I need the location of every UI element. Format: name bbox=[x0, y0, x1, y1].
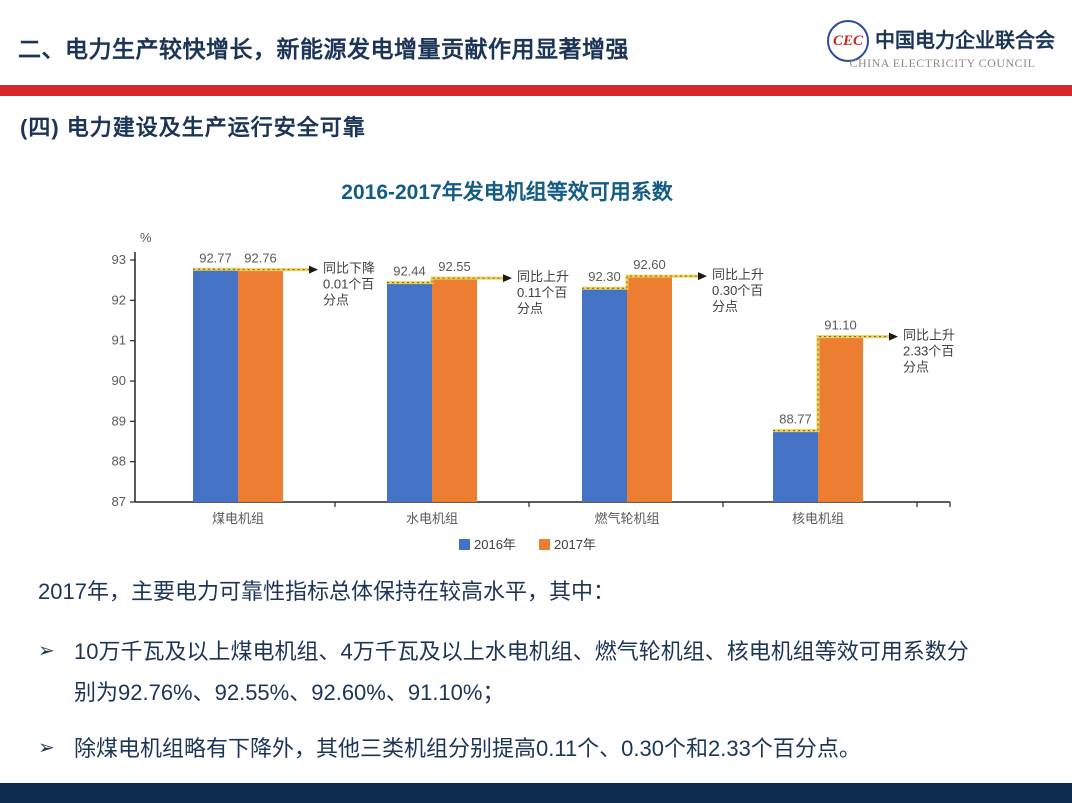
annotation-line: 分点 bbox=[517, 301, 543, 316]
section-title: (四) 电力建设及生产运行安全可靠 bbox=[20, 115, 366, 140]
value-label-2017: 91.10 bbox=[824, 318, 857, 333]
chart-title: 2016-2017年发电机组等效可用系数 bbox=[341, 181, 673, 204]
value-label-2017: 92.76 bbox=[244, 251, 277, 266]
change-connector-dashes bbox=[582, 275, 698, 289]
change-connector bbox=[387, 276, 503, 285]
legend-swatch-2017年 bbox=[539, 539, 550, 550]
connector-arrow-icon bbox=[889, 332, 898, 341]
change-connector-dashes bbox=[773, 336, 889, 432]
bar-2016年-煤电机组 bbox=[193, 269, 238, 502]
y-tick-label: 92 bbox=[112, 292, 126, 307]
annotation-line: 同比上升 bbox=[712, 267, 764, 282]
annotation-line: 同比上升 bbox=[903, 328, 955, 343]
annotation-line: 0.01个百 bbox=[323, 277, 374, 292]
y-tick-label: 88 bbox=[112, 454, 126, 469]
y-tick-label: 87 bbox=[112, 494, 126, 509]
bar-2016年-水电机组 bbox=[387, 282, 432, 502]
bullet-text: 10万千瓦及以上煤电机组、4万千瓦及以上水电机组、燃气轮机组、核电机组等效可用系… bbox=[74, 639, 969, 705]
bar-2017年-核电机组 bbox=[818, 336, 863, 502]
y-axis-unit-label: % bbox=[140, 230, 152, 245]
bullet-arrow-icon: ➢ bbox=[38, 737, 55, 760]
category-label: 煤电机组 bbox=[212, 511, 264, 526]
bullet-arrow-icon: ➢ bbox=[38, 640, 55, 662]
bar-2017年-水电机组 bbox=[432, 278, 477, 502]
annotation-line: 0.11个百 bbox=[517, 285, 567, 300]
bar-2017年-煤电机组 bbox=[238, 269, 283, 502]
value-label-2016: 92.77 bbox=[199, 250, 232, 265]
annotation-line: 分点 bbox=[903, 360, 929, 375]
connector-arrow-icon bbox=[698, 272, 707, 281]
intro-paragraph: 2017年，主要电力可靠性指标总体保持在较高水平，其中： bbox=[38, 579, 615, 604]
bullet-item: ➢ 10万千瓦及以上煤电机组、4万千瓦及以上水电机组、燃气轮机组、核电机组等效可… bbox=[38, 632, 1038, 713]
category-label: 燃气轮机组 bbox=[594, 511, 659, 526]
value-label-2017: 92.55 bbox=[438, 259, 471, 274]
legend-swatch-2016年 bbox=[459, 539, 470, 550]
slide-header: 二、电力生产较快增长，新能源发电增量贡献作用显著增强 CEC 中国电力企业联合会… bbox=[0, 0, 1072, 85]
bar-2017年-燃气轮机组 bbox=[627, 276, 672, 502]
annotation-line: 分点 bbox=[323, 293, 349, 308]
annotation-line: 分点 bbox=[712, 299, 738, 314]
annotation-line: 2.33个百 bbox=[903, 344, 954, 359]
value-label-2016: 92.44 bbox=[393, 264, 426, 279]
connector-arrow-icon bbox=[503, 274, 512, 283]
category-label: 水电机组 bbox=[406, 511, 458, 526]
value-label-2016: 92.30 bbox=[588, 269, 621, 284]
value-label-2017: 92.60 bbox=[633, 257, 666, 272]
bullet-text: 除煤电机组略有下降外，其他三类机组分别提高0.11个、0.30个和2.33个百分… bbox=[74, 736, 861, 762]
body-text: 2017年，主要电力可靠性指标总体保持在较高水平，其中： ➢ 10万千瓦及以上煤… bbox=[38, 574, 1038, 786]
slide-title: 二、电力生产较快增长，新能源发电增量贡献作用显著增强 bbox=[18, 36, 629, 62]
logo-name-cn: 中国电力企业联合会 bbox=[875, 30, 1055, 52]
connector-arrow-icon bbox=[309, 265, 318, 274]
cec-emblem-text: CEC bbox=[832, 32, 863, 49]
bar-2016年-核电机组 bbox=[773, 430, 818, 502]
annotation-line: 同比下降 bbox=[323, 261, 375, 276]
bullet-item: ➢ 除煤电机组略有下降外，其他三类机组分别提高0.11个、0.30个和2.33个… bbox=[38, 729, 1038, 770]
bar-2016年-燃气轮机组 bbox=[582, 288, 627, 502]
cec-logo: CEC 中国电力企业联合会 CHINA ELECTRICITY COUNCIL bbox=[825, 16, 1060, 78]
logo-name-en: CHINA ELECTRICITY COUNCIL bbox=[849, 56, 1036, 70]
category-label: 核电机组 bbox=[792, 511, 844, 526]
header-accent-bar bbox=[0, 85, 1072, 96]
legend-label-2016年: 2016年 bbox=[474, 537, 516, 552]
annotation-line: 0.30个百 bbox=[712, 283, 763, 298]
annotation-line: 同比上升 bbox=[517, 269, 569, 284]
y-tick-label: 90 bbox=[112, 373, 126, 388]
y-tick-label: 93 bbox=[112, 252, 126, 267]
legend-label-2017年: 2017年 bbox=[554, 537, 596, 552]
value-label-2016: 88.77 bbox=[779, 412, 812, 427]
footer-bar bbox=[0, 783, 1072, 803]
cec-emblem-icon: CEC bbox=[827, 20, 869, 62]
y-tick-label: 91 bbox=[112, 333, 126, 348]
y-tick-label: 89 bbox=[112, 413, 126, 428]
